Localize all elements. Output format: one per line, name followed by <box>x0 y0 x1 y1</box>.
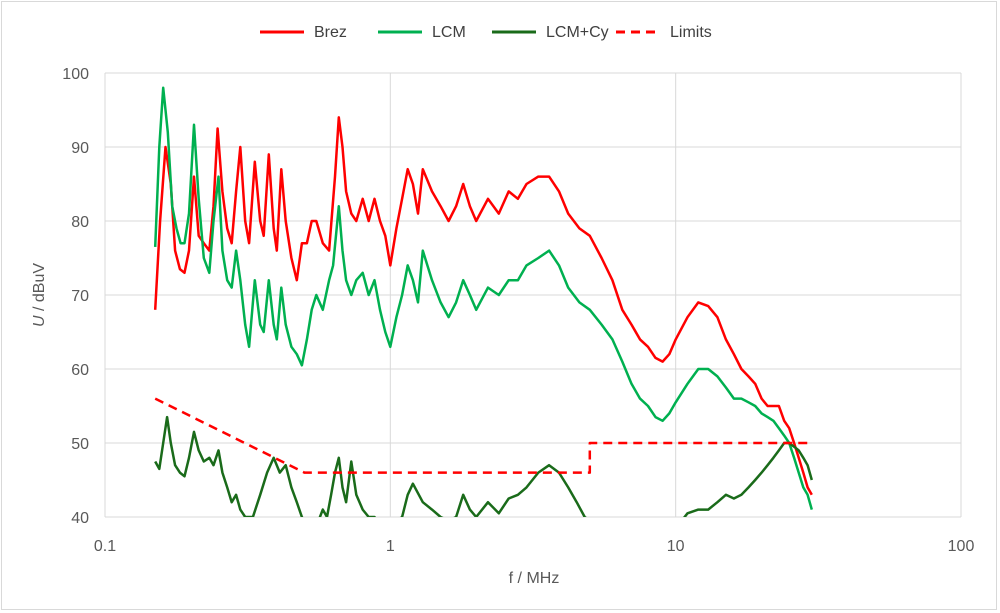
y-tick-labels: 40 50 60 70 80 90 100 <box>62 66 89 527</box>
series-line-limits <box>154 397 812 474</box>
series-line-lcm <box>153 86 814 510</box>
legend-label-limits: Limits <box>670 24 712 41</box>
legend-label-lcm-cy: LCM+Cy <box>546 24 609 41</box>
x-tick-label-3: 100 <box>948 538 975 555</box>
x-axis-title: f / MHz <box>509 570 560 587</box>
x-tick-label-1: 1 <box>386 538 395 555</box>
y-axis-title: U / dBuV <box>31 263 48 327</box>
series-line-brez <box>153 116 813 496</box>
y-tick-label-1: 50 <box>71 436 89 453</box>
series-layer <box>153 86 814 517</box>
grid-lines <box>104 72 962 518</box>
y-tick-label-2: 60 <box>71 362 89 379</box>
y-tick-label-3: 70 <box>71 288 89 305</box>
y-tick-label-5: 90 <box>71 140 89 157</box>
legend: Brez LCM LCM+Cy Limits <box>260 24 712 41</box>
legend-label-brez: Brez <box>314 24 347 41</box>
y-tick-label-6: 100 <box>62 66 89 83</box>
legend-label-lcm: LCM <box>432 24 466 41</box>
series-line-lcm-cy <box>154 415 814 517</box>
y-tick-label-4: 80 <box>71 214 89 231</box>
x-tick-label-0: 0.1 <box>94 538 116 555</box>
y-axis-title-unit: / dBuV <box>31 263 48 316</box>
x-tick-label-2: 10 <box>667 538 685 555</box>
y-axis-title-symbol: U <box>31 315 48 327</box>
y-tick-label-0: 40 <box>71 510 89 527</box>
x-tick-labels: 0.1 1 10 100 <box>94 538 975 555</box>
